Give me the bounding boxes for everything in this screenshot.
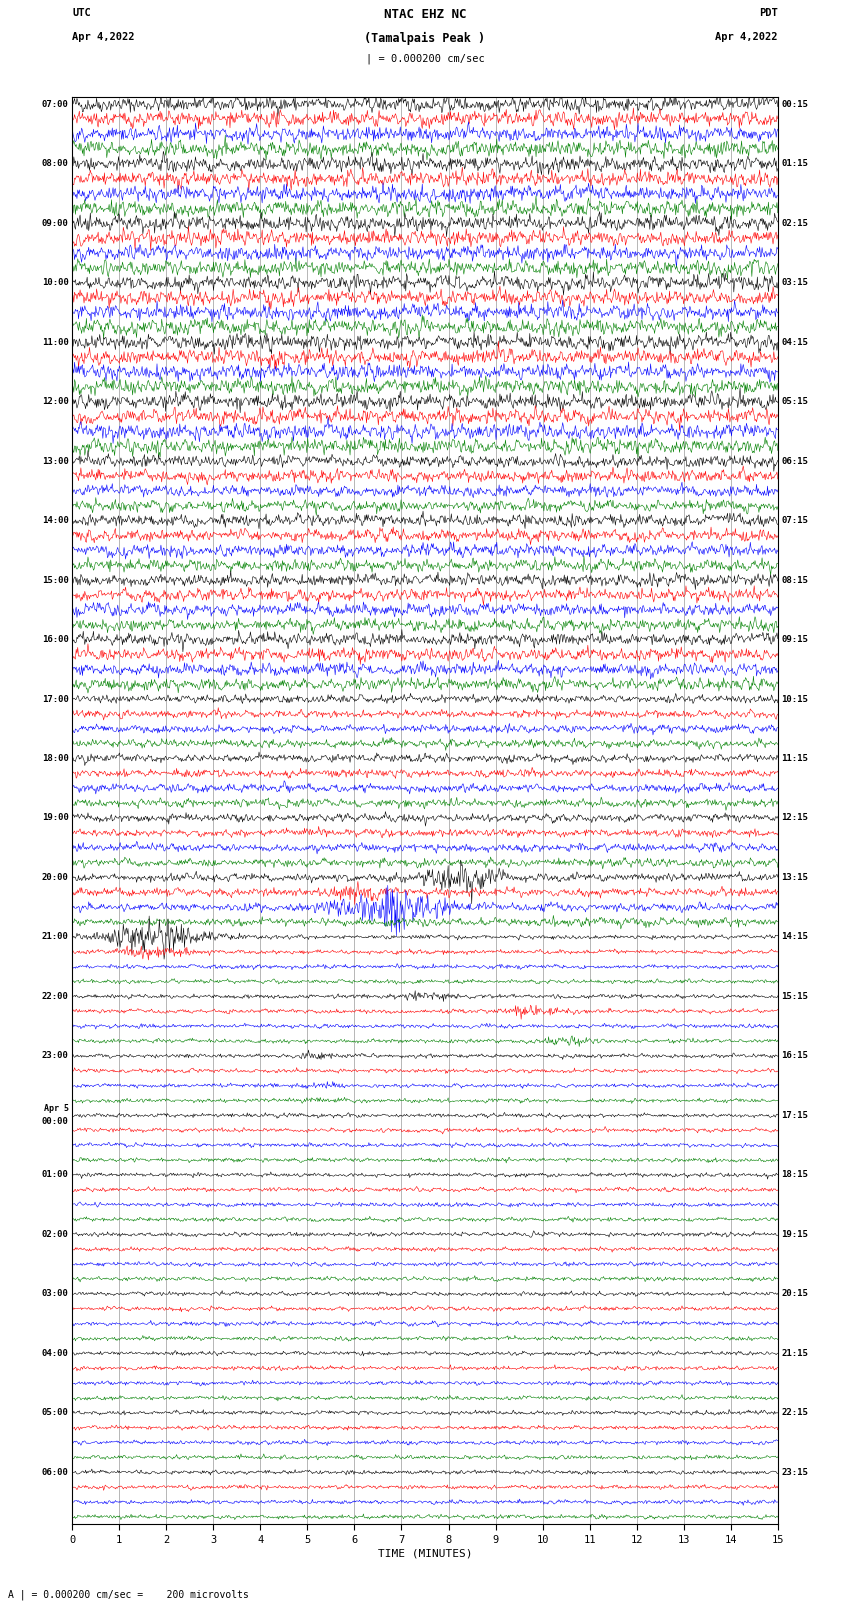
Text: 03:15: 03:15 [781, 277, 808, 287]
Text: 09:00: 09:00 [42, 219, 69, 227]
Text: 23:00: 23:00 [42, 1052, 69, 1060]
Text: 12:00: 12:00 [42, 397, 69, 406]
Text: 21:15: 21:15 [781, 1348, 808, 1358]
Text: 15:15: 15:15 [781, 992, 808, 1002]
Text: 15:00: 15:00 [42, 576, 69, 584]
Text: 13:15: 13:15 [781, 873, 808, 882]
Text: 11:15: 11:15 [781, 753, 808, 763]
Text: 09:15: 09:15 [781, 636, 808, 644]
Text: 19:15: 19:15 [781, 1229, 808, 1239]
Text: 12:15: 12:15 [781, 813, 808, 823]
Text: 16:00: 16:00 [42, 636, 69, 644]
Text: 14:15: 14:15 [781, 932, 808, 942]
Text: 01:15: 01:15 [781, 160, 808, 168]
Text: Apr 4,2022: Apr 4,2022 [72, 32, 135, 42]
Text: 22:15: 22:15 [781, 1408, 808, 1418]
Text: 17:00: 17:00 [42, 695, 69, 703]
Text: 18:00: 18:00 [42, 753, 69, 763]
Text: | = 0.000200 cm/sec: | = 0.000200 cm/sec [366, 53, 484, 65]
Text: Apr 4,2022: Apr 4,2022 [715, 32, 778, 42]
Text: 10:00: 10:00 [42, 277, 69, 287]
X-axis label: TIME (MINUTES): TIME (MINUTES) [377, 1548, 473, 1558]
Text: 07:15: 07:15 [781, 516, 808, 526]
Text: 10:15: 10:15 [781, 695, 808, 703]
Text: NTAC EHZ NC: NTAC EHZ NC [383, 8, 467, 21]
Text: 20:00: 20:00 [42, 873, 69, 882]
Text: 05:00: 05:00 [42, 1408, 69, 1418]
Text: UTC: UTC [72, 8, 91, 18]
Text: 05:15: 05:15 [781, 397, 808, 406]
Text: 18:15: 18:15 [781, 1171, 808, 1179]
Text: 16:15: 16:15 [781, 1052, 808, 1060]
Text: 06:15: 06:15 [781, 456, 808, 466]
Text: 21:00: 21:00 [42, 932, 69, 942]
Text: 20:15: 20:15 [781, 1289, 808, 1298]
Text: 17:15: 17:15 [781, 1111, 808, 1119]
Text: 04:00: 04:00 [42, 1348, 69, 1358]
Text: 04:15: 04:15 [781, 337, 808, 347]
Text: PDT: PDT [759, 8, 778, 18]
Text: 22:00: 22:00 [42, 992, 69, 1002]
Text: 03:00: 03:00 [42, 1289, 69, 1298]
Text: 23:15: 23:15 [781, 1468, 808, 1478]
Text: 02:00: 02:00 [42, 1229, 69, 1239]
Text: 08:15: 08:15 [781, 576, 808, 584]
Text: 01:00: 01:00 [42, 1171, 69, 1179]
Text: 07:00: 07:00 [42, 100, 69, 108]
Text: 08:00: 08:00 [42, 160, 69, 168]
Text: Apr 5: Apr 5 [44, 1105, 69, 1113]
Text: 06:00: 06:00 [42, 1468, 69, 1478]
Text: 19:00: 19:00 [42, 813, 69, 823]
Text: 00:00: 00:00 [42, 1118, 69, 1126]
Text: 14:00: 14:00 [42, 516, 69, 526]
Text: 02:15: 02:15 [781, 219, 808, 227]
Text: 11:00: 11:00 [42, 337, 69, 347]
Text: 00:15: 00:15 [781, 100, 808, 108]
Text: 13:00: 13:00 [42, 456, 69, 466]
Text: (Tamalpais Peak ): (Tamalpais Peak ) [365, 32, 485, 45]
Text: A | = 0.000200 cm/sec =    200 microvolts: A | = 0.000200 cm/sec = 200 microvolts [8, 1589, 249, 1600]
